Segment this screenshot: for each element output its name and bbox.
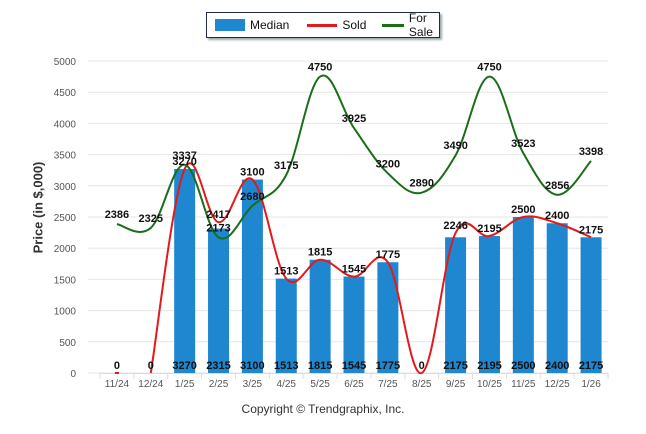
bar-median [445,237,467,373]
data-label-median: 0 [114,360,120,372]
y-tick-label: 2000 [54,244,77,255]
data-label-for-sale: 3200 [376,158,400,170]
data-label-for-sale: 2386 [105,209,129,221]
y-tick-label: 4500 [54,88,77,99]
data-label-for-sale: 3490 [443,140,467,152]
data-label-for-sale: 2856 [545,180,569,192]
data-label-median: 2400 [545,360,569,372]
data-label-median: 0 [419,360,425,372]
data-label-sold: 2500 [511,204,535,216]
data-label-for-sale: 3925 [342,113,366,125]
data-label-median: 1513 [274,360,298,372]
x-tick-label: 11/25 [511,379,536,390]
legend-swatch-median [215,19,245,31]
data-label-sold: 2400 [545,210,569,222]
legend-label-for-sale: For Sale [408,11,433,39]
data-label-median: 1545 [342,360,366,372]
data-label-median: 3100 [240,360,264,372]
bar-median [512,217,534,373]
data-label-median: 0 [148,360,154,372]
data-label-for-sale: 3175 [274,160,298,172]
bar-median [174,168,196,373]
bar-median [309,259,331,373]
legend: Median Sold For Sale [206,11,441,39]
y-tick-label: 1000 [54,307,77,318]
data-label-for-sale: 3523 [511,138,535,150]
legend-swatch-sold [307,23,338,27]
y-tick-label: 1500 [54,275,77,286]
data-label-sold: 1545 [342,264,366,276]
x-tick-label: 12/24 [138,379,163,390]
x-tick-label: 2/25 [209,379,229,390]
x-tick-label: 11/24 [105,379,130,390]
data-label-sold: 3100 [240,167,264,179]
bar-median [546,223,568,373]
x-tick-label: 1/26 [581,379,601,390]
x-tick-label: 5/25 [310,379,330,390]
x-tick-label: 10/25 [477,379,502,390]
bar-median [580,237,602,373]
y-tick-label: 3500 [54,151,77,162]
data-label-for-sale: 3337 [172,150,196,162]
data-label-sold: 3270 [172,156,196,168]
data-label-for-sale: 2890 [409,178,433,190]
x-tick-label: 8/25 [412,379,432,390]
y-tick-label: 3000 [54,182,77,193]
x-tick-label: 9/25 [446,379,466,390]
y-tick-label: 2500 [54,213,77,224]
bar-median [241,179,263,373]
bar-median [208,228,230,373]
data-label-sold: 1513 [274,266,298,278]
data-label-sold: 1775 [376,249,400,261]
legend-label-median: Median [250,18,290,32]
data-label-sold: 2417 [206,209,230,221]
y-tick-label: 500 [59,338,76,349]
data-label-for-sale: 2173 [206,222,230,234]
legend-label-sold: Sold [342,18,367,32]
x-tick-label: 6/25 [344,379,364,390]
data-label-for-sale: 3398 [579,146,603,158]
legend-item-sold[interactable]: Sold [307,18,366,32]
data-label-sold: 2246 [443,220,467,232]
bar-median [275,278,297,373]
data-label-for-sale: 4750 [477,62,501,74]
bar-median [377,262,399,373]
data-label-for-sale: 2325 [139,213,163,225]
legend-swatch-for-sale [382,23,404,27]
data-label-sold: 2195 [477,223,501,235]
data-label-median: 2175 [579,360,603,372]
y-tick-label: 5000 [54,57,77,68]
data-label-median: 2500 [511,360,535,372]
data-label-median: 1775 [376,360,400,372]
x-tick-label: 3/25 [243,379,263,390]
data-label-for-sale: 4750 [308,62,332,74]
copyright-text: Copyright © Trendgraphix, Inc. [241,402,405,416]
data-label-median: 2175 [443,360,467,372]
legend-item-median[interactable]: Median [215,18,289,32]
data-label-median: 2315 [206,360,230,372]
line-for-sale [116,74,592,240]
y-axis-label: Price (in $,000) [30,161,46,254]
data-label-median: 2195 [477,360,501,372]
y-tick-label: 0 [70,369,76,380]
y-tick-label: 4000 [54,119,77,130]
bar-median [478,236,500,373]
x-tick-label: 4/25 [277,379,297,390]
data-label-sold: 2175 [579,224,603,236]
data-label-for-sale: 2680 [240,191,264,203]
x-tick-label: 12/25 [545,379,570,390]
x-tick-label: 7/25 [378,379,398,390]
line-sold [149,162,592,375]
x-tick-label: 1/25 [175,379,195,390]
data-label-median: 3270 [172,360,196,372]
data-label-sold: 1815 [308,247,332,259]
data-label-median: 1815 [308,360,332,372]
bar-median [343,276,365,373]
legend-item-for-sale[interactable]: For Sale [382,11,441,39]
